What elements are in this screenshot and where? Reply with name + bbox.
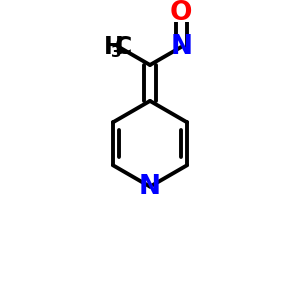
Text: C: C xyxy=(115,35,133,59)
Text: H: H xyxy=(104,35,123,59)
Text: O: O xyxy=(170,0,192,26)
Text: N: N xyxy=(139,174,161,200)
Text: N: N xyxy=(170,34,192,60)
Text: 3: 3 xyxy=(111,45,121,60)
